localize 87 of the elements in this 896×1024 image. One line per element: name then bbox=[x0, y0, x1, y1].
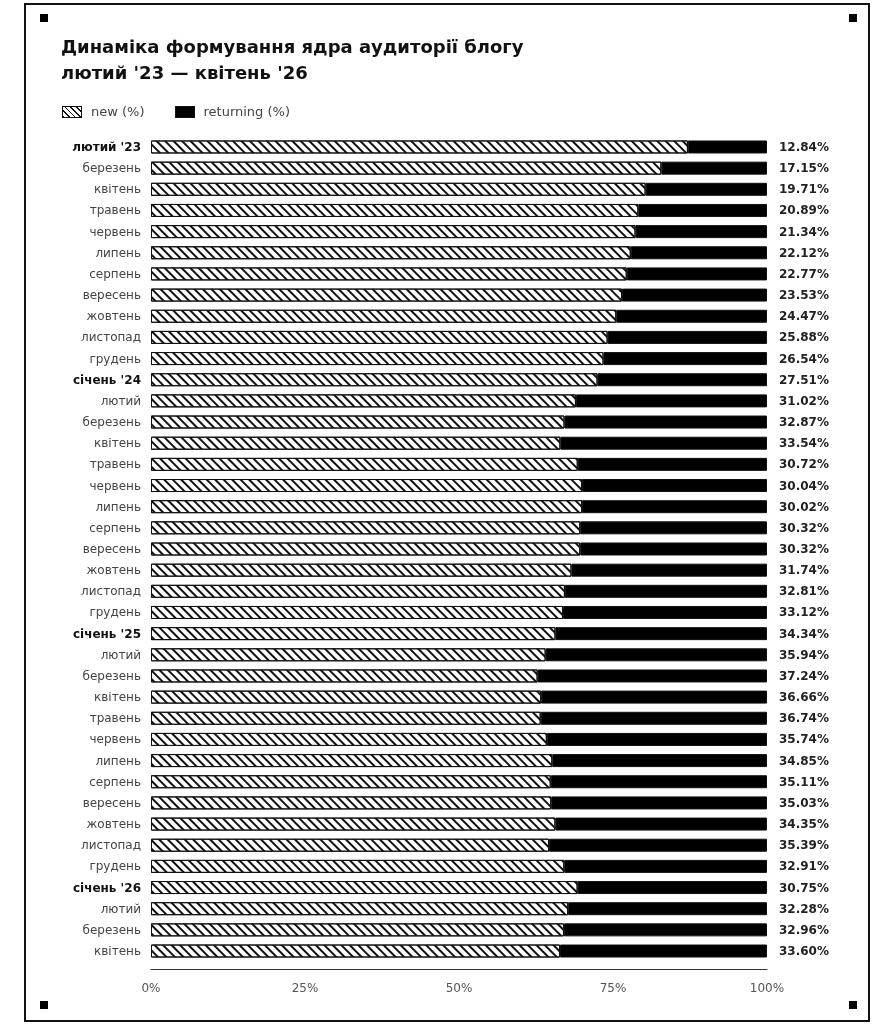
data-label: 33.54% bbox=[779, 436, 829, 451]
chart-subtitle: лютий '23 — квітень '26 bbox=[61, 61, 308, 83]
data-label: 34.34% bbox=[779, 626, 829, 641]
data-label: 20.89% bbox=[779, 203, 829, 218]
legend-label: returning (%) bbox=[203, 104, 290, 119]
data-label: 32.81% bbox=[779, 584, 829, 599]
data-label: 22.77% bbox=[779, 266, 829, 281]
y-tick-label: вересень bbox=[82, 795, 141, 810]
y-tick-label: лютий bbox=[100, 901, 141, 916]
y-tick-label: квітень bbox=[94, 436, 141, 451]
data-label: 37.24% bbox=[779, 668, 829, 683]
legend-label: new (%) bbox=[91, 104, 145, 119]
chart-title: Динаміка формування ядра аудиторії блогу bbox=[61, 35, 524, 57]
y-tick-label: квітень bbox=[94, 182, 141, 197]
x-tick-label: 100% bbox=[749, 980, 785, 995]
y-tick-label: березень bbox=[82, 922, 141, 937]
data-label: 22.12% bbox=[779, 245, 829, 260]
data-label: 31.74% bbox=[779, 563, 829, 578]
y-tick-label: квітень bbox=[94, 690, 141, 705]
data-label: 34.85% bbox=[779, 753, 829, 768]
y-tick-label: жовтень bbox=[86, 817, 141, 832]
y-tick-label: березень bbox=[82, 668, 141, 683]
y-tick-label: червень bbox=[89, 224, 141, 239]
y-tick-label: лютий bbox=[100, 393, 141, 408]
data-label: 17.15% bbox=[779, 161, 829, 176]
data-label: 30.02% bbox=[779, 499, 829, 514]
data-label: 35.94% bbox=[779, 647, 829, 662]
data-label: 33.60% bbox=[779, 944, 829, 959]
y-tick-label: серпень bbox=[89, 520, 141, 535]
x-tick-label: 25% bbox=[291, 980, 319, 995]
data-label: 30.32% bbox=[779, 520, 829, 535]
y-tick-label: лютий bbox=[100, 647, 141, 662]
data-label: 21.34% bbox=[779, 224, 829, 239]
data-label: 36.66% bbox=[779, 690, 829, 705]
y-tick-label: травень bbox=[89, 711, 141, 726]
data-label: 31.02% bbox=[779, 393, 829, 408]
y-tick-label: травень bbox=[89, 203, 141, 218]
data-label: 34.35% bbox=[779, 817, 829, 832]
y-tick-label: вересень bbox=[82, 288, 141, 303]
y-tick-label: вересень bbox=[82, 542, 141, 556]
y-tick-label: січень '25 bbox=[72, 626, 141, 641]
data-label: 24.47% bbox=[779, 309, 829, 324]
y-tick-label: грудень bbox=[89, 859, 141, 874]
y-tick-label: березень bbox=[82, 415, 141, 430]
data-label: 26.54% bbox=[779, 351, 829, 366]
data-label: 12.84% bbox=[779, 139, 829, 154]
x-tick-label: 0% bbox=[141, 980, 161, 995]
y-tick-label: червень bbox=[89, 478, 141, 493]
y-tick-label: грудень bbox=[89, 351, 141, 366]
data-label: 32.28% bbox=[779, 901, 829, 916]
data-label: 30.32% bbox=[779, 542, 829, 556]
y-tick-label: серпень bbox=[89, 266, 141, 281]
data-label: 30.75% bbox=[779, 880, 829, 895]
y-tick-label: березень bbox=[82, 161, 141, 176]
data-label: 32.96% bbox=[779, 922, 829, 937]
y-tick-label: червень bbox=[89, 732, 141, 747]
data-label: 23.53% bbox=[779, 288, 829, 303]
y-tick-label: жовтень bbox=[86, 563, 141, 578]
y-tick-label: грудень bbox=[89, 605, 141, 620]
data-label: 35.11% bbox=[779, 774, 829, 789]
y-tick-label: лютий '23 bbox=[72, 139, 141, 154]
y-tick-label: серпень bbox=[89, 774, 141, 789]
data-label: 35.74% bbox=[779, 732, 829, 747]
data-label: 30.72% bbox=[779, 457, 829, 472]
data-label: 35.39% bbox=[779, 838, 829, 853]
data-label: 35.03% bbox=[779, 795, 829, 810]
y-tick-label: січень '24 bbox=[72, 372, 141, 387]
data-label: 30.04% bbox=[779, 478, 829, 493]
data-label: 32.91% bbox=[779, 859, 829, 874]
y-tick-label: травень bbox=[89, 457, 141, 472]
y-tick-label: липень bbox=[95, 753, 141, 768]
data-label: 25.88% bbox=[779, 330, 829, 345]
y-tick-label: липень bbox=[95, 499, 141, 514]
data-label: 33.12% bbox=[779, 605, 829, 620]
y-tick-label: жовтень bbox=[86, 309, 141, 324]
x-tick-label: 50% bbox=[445, 980, 473, 995]
y-tick-label: листопад bbox=[81, 330, 141, 345]
y-tick-label: липень bbox=[95, 245, 141, 260]
y-tick-label: листопад bbox=[81, 584, 141, 599]
data-label: 32.87% bbox=[779, 415, 829, 430]
y-tick-label: листопад bbox=[81, 838, 141, 853]
y-tick-label: квітень bbox=[94, 944, 141, 959]
data-label: 36.74% bbox=[779, 711, 829, 726]
data-label: 19.71% bbox=[779, 182, 829, 197]
data-label: 27.51% bbox=[779, 372, 829, 387]
x-tick-label: 75% bbox=[599, 980, 627, 995]
y-tick-label: січень '26 bbox=[72, 880, 141, 895]
